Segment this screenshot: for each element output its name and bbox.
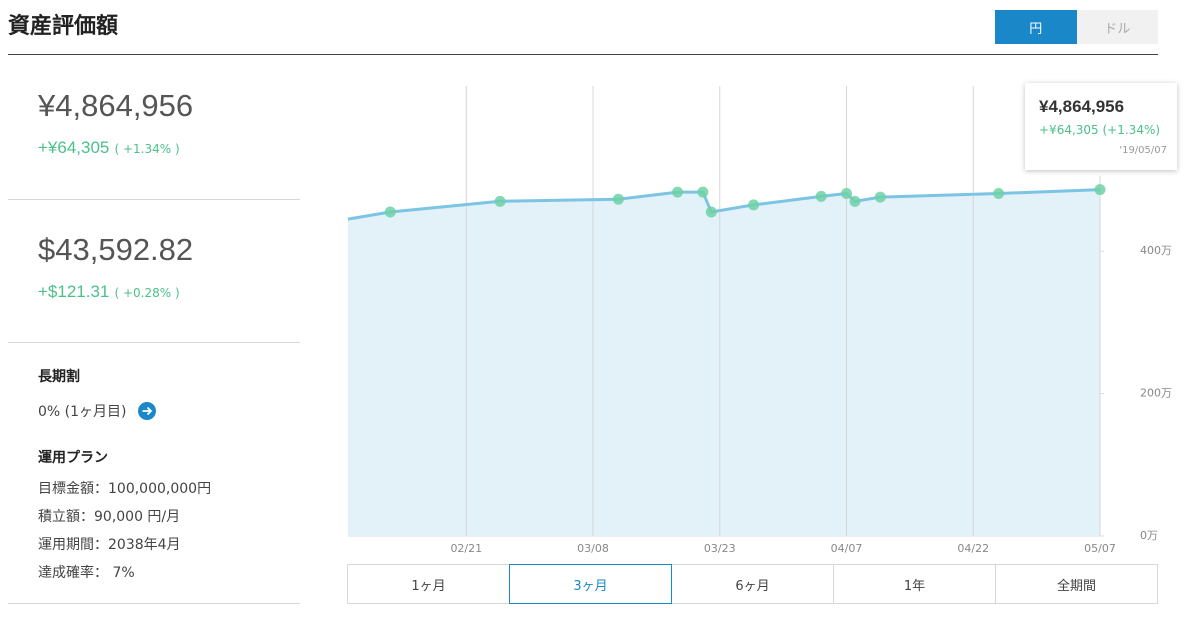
discount-value: 0% (1ヶ月目) [38,404,127,420]
period-button[interactable]: 全期間 [995,564,1158,604]
arrow-button[interactable] [137,401,157,421]
plan-item: 積立額：90,000 円/月 [38,509,181,525]
section-title: 長期割 [38,369,80,385]
currency-dollar[interactable]: ドル [1076,10,1158,44]
page-title: 資産評価額 [8,14,119,39]
x-tick-label: 04/07 [831,542,863,555]
area [348,189,1100,536]
marker [672,186,684,198]
tooltip-change: +¥64,305 (+1.34%) [1039,123,1161,137]
plan-item: 運用期間：2038年4月 [38,537,181,553]
divider [8,199,300,200]
change-row: +¥64,305 ( +1.34% ) [38,138,180,158]
marker [612,193,624,205]
plan-item: 目標金額：100,000,000円 [38,481,212,497]
chart: 02/21 03/08 03/23 04/07 04/22 05/07 0万 200万 400万 [347,86,1172,555]
change-pct: ( +1.34% ) [114,142,180,156]
discount-row: 0% (1ヶ月目) [38,401,157,421]
marker [874,191,886,203]
period-button[interactable]: 1ヶ月 [347,564,510,604]
tooltip-date: '19/05/07 [1119,145,1167,156]
marker [815,190,827,202]
marker [384,206,396,218]
x-tick-label: 02/21 [450,542,482,555]
marker [748,199,760,211]
tooltip: ¥4,864,956 +¥64,305 (+1.34%) '19/05/07 [1025,83,1177,170]
y-tick-label: 200万 [1140,387,1172,400]
y-tick-label: 400万 [1140,244,1172,257]
period-button[interactable]: 6ヶ月 [671,564,834,604]
divider [8,603,300,604]
plan-item: 達成確率： 7% [38,565,135,581]
marker [841,188,853,200]
amount: $43,592.82 [38,232,194,267]
currency-toggle: 円 ドル [995,10,1158,44]
x-tick-label: 05/07 [1084,542,1116,555]
x-tick-label: 03/08 [577,542,609,555]
period-button[interactable]: 1年 [833,564,996,604]
period-selector: 1ヶ月 3ヶ月 6ヶ月 1年 全期間 [347,564,1158,604]
change-row: +$121.31 ( +0.28% ) [38,282,180,302]
marker [494,195,506,207]
currency-yen[interactable]: 円 [995,10,1077,44]
marker [705,206,717,218]
tooltip-amount: ¥4,864,956 [1039,97,1125,116]
period-button[interactable]: 3ヶ月 [509,564,672,604]
x-tick-label: 04/22 [957,542,989,555]
header-rule [8,54,1158,55]
change: +¥64,305 [38,138,110,157]
y-tick-label: 0万 [1140,529,1158,542]
change: +$121.31 [38,282,110,301]
marker [1094,184,1106,196]
marker [993,188,1005,200]
marker [849,195,861,207]
change-pct: ( +0.28% ) [114,286,180,300]
tooltip-pointer [1095,170,1107,177]
section-title: 運用プラン [38,450,108,466]
amount: ¥4,864,956 [38,88,194,123]
marker [697,186,709,198]
divider [8,342,300,343]
x-tick-label: 03/23 [704,542,736,555]
